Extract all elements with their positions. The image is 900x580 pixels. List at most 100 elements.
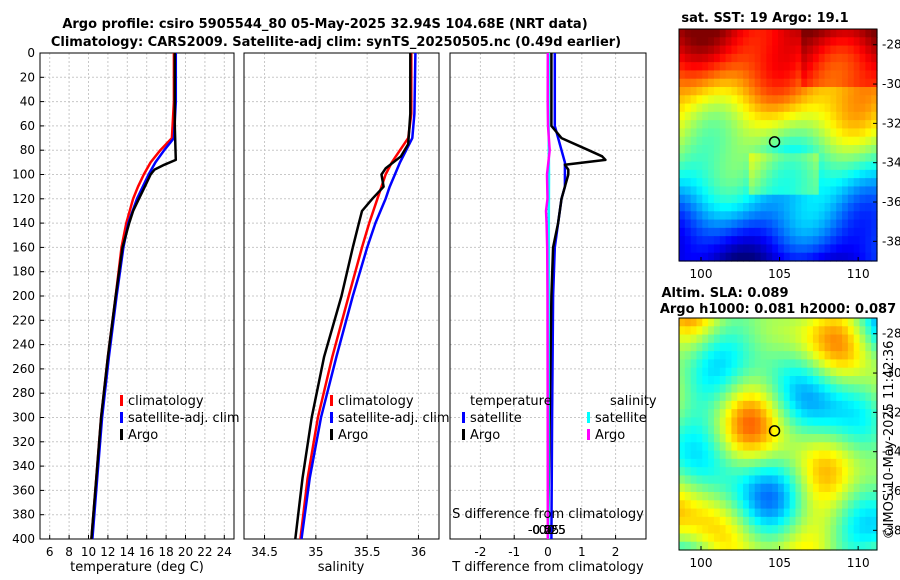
map-cell	[830, 219, 837, 229]
map-cell	[853, 434, 861, 443]
map-cell	[737, 161, 744, 171]
map-cell	[830, 392, 837, 402]
map-cell	[789, 516, 797, 526]
lat-tick-label: -36	[882, 195, 900, 209]
map-cell	[760, 145, 767, 154]
map-cell	[690, 351, 698, 361]
map-cell	[859, 400, 866, 410]
map-cell	[818, 359, 826, 369]
map-cell	[865, 376, 872, 385]
map-cell	[713, 95, 721, 105]
map-cell	[696, 103, 703, 113]
map-cell	[842, 153, 849, 163]
map-cell	[702, 78, 709, 88]
map-cell	[778, 178, 785, 188]
map-cell	[772, 318, 779, 327]
map-cell	[778, 87, 785, 96]
map-cell	[871, 533, 878, 543]
map-cell	[684, 400, 692, 410]
map-cell	[679, 367, 686, 377]
map-cell	[719, 78, 727, 88]
map-cell	[748, 318, 756, 327]
map-cell	[702, 161, 709, 171]
map-cell	[684, 111, 692, 121]
map-cells	[679, 318, 878, 551]
map-cell	[812, 211, 820, 221]
map-cell	[772, 409, 779, 419]
map-cell	[830, 351, 837, 361]
map-cell	[731, 434, 738, 443]
map-cell	[778, 244, 785, 254]
map-cell	[871, 87, 878, 96]
map-cell	[731, 120, 738, 130]
map-cell	[801, 318, 808, 327]
map-cell	[679, 318, 686, 327]
map-cell	[766, 62, 773, 72]
map-cell	[830, 409, 837, 419]
map-cell	[743, 367, 750, 377]
map-cell	[812, 458, 820, 468]
s-axis-label: S difference from climatology	[452, 507, 644, 522]
map-cell	[719, 236, 727, 246]
map-cell	[737, 467, 744, 477]
map-cell	[679, 334, 686, 344]
map-cell	[795, 161, 802, 171]
map-cell	[801, 53, 808, 63]
map-cell	[865, 128, 872, 138]
map-cell	[853, 508, 861, 518]
map-cell	[842, 136, 849, 146]
map-cell	[772, 244, 779, 254]
map-cell	[719, 178, 727, 188]
map-cell	[743, 351, 750, 361]
map-cell	[830, 442, 837, 452]
map-cell	[760, 95, 767, 105]
map-cell	[783, 161, 791, 171]
map-cell	[743, 492, 750, 501]
map-cell	[679, 400, 686, 410]
map-cell	[725, 541, 733, 551]
map-cell	[731, 492, 738, 501]
map-cell	[679, 128, 686, 138]
map-cell	[783, 334, 791, 344]
map-cell	[696, 400, 703, 410]
x-tick-label: 18	[158, 545, 173, 559]
map-cell	[760, 211, 767, 221]
map-cell	[801, 508, 808, 518]
map-cell	[748, 203, 756, 212]
map-cell	[783, 53, 791, 63]
map-cell	[702, 169, 709, 179]
map-cell	[847, 128, 855, 138]
map-cell	[789, 70, 797, 80]
map-cell	[737, 508, 744, 518]
map-cell	[871, 194, 878, 204]
map-cell	[807, 351, 814, 361]
map-cell	[748, 359, 756, 369]
map-cell	[853, 334, 861, 344]
map-cell	[737, 483, 744, 493]
map-cell	[859, 376, 866, 385]
map-cell	[690, 211, 698, 221]
map-cell	[760, 161, 767, 171]
map-cell	[836, 359, 843, 369]
map-cell	[679, 70, 686, 80]
map-cell	[807, 467, 814, 477]
map-cell	[842, 252, 849, 262]
map-cell	[807, 334, 814, 344]
map-cell	[836, 392, 843, 402]
map-cell	[842, 211, 849, 221]
map-cell	[812, 434, 820, 443]
map-cell	[754, 128, 762, 138]
map-cell	[778, 425, 785, 435]
map-cell	[853, 161, 861, 171]
map-cell	[812, 342, 820, 352]
map-cell	[807, 425, 814, 435]
map-cell	[853, 219, 861, 229]
map-cell	[783, 186, 791, 196]
map-cell	[760, 541, 767, 551]
map-cell	[836, 409, 843, 419]
map-cell	[853, 376, 861, 385]
map-cell	[812, 252, 820, 262]
map-cell	[684, 62, 692, 72]
map-cell	[760, 450, 767, 460]
map-cell	[719, 434, 727, 443]
